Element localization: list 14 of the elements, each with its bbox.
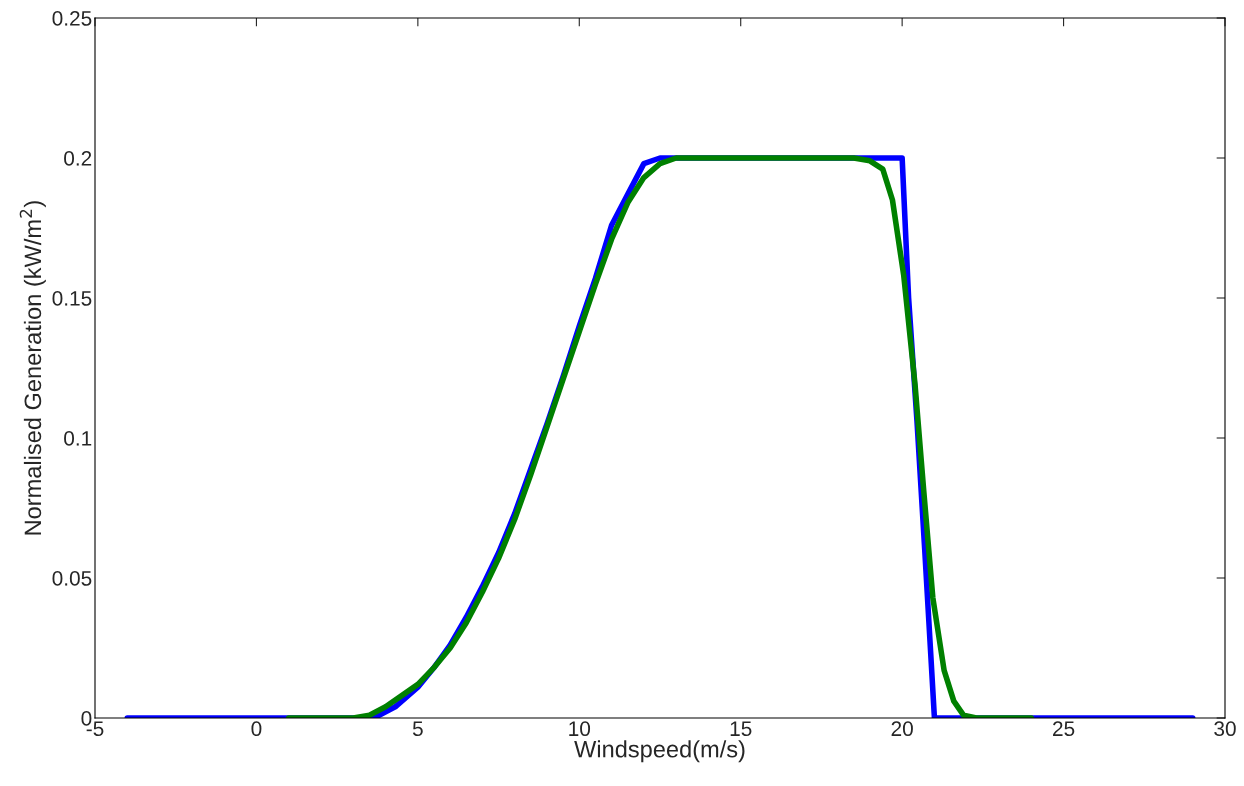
y-tick-label: 0.15 — [52, 291, 92, 306]
x-tick-label: 0 — [251, 721, 262, 737]
x-tick-label: 25 — [1053, 721, 1075, 737]
x-tick-label: 30 — [1214, 721, 1236, 737]
y-tick-label: 0.2 — [64, 151, 92, 166]
x-tick-label: 15 — [730, 721, 752, 737]
y-tick-label: 0.05 — [52, 571, 92, 586]
x-tick-label: 5 — [412, 721, 423, 737]
y-tick-label: 0.25 — [52, 11, 92, 26]
y-axis-title: Normalised Generation (kW/m$^{2}$) — [19, 201, 46, 535]
x-tick-label: 10 — [569, 721, 591, 737]
x-tick-label: 20 — [891, 721, 913, 737]
y-tick-label: 0.1 — [64, 431, 92, 446]
x-axis-title: Windspeed(m/s) — [574, 740, 745, 763]
